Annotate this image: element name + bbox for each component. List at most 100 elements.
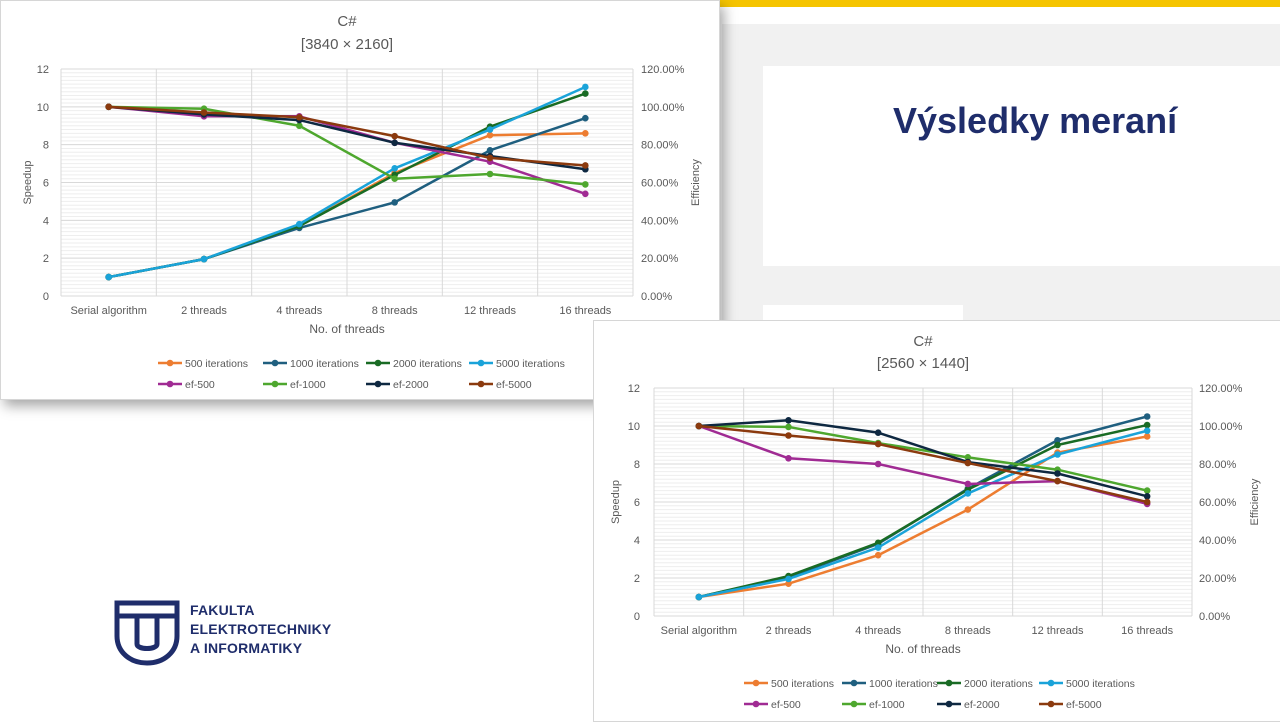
legend-label: 5000 iterations <box>496 358 565 370</box>
chart-svg: C#[3840 × 2160]0246810120.00%20.00%40.00… <box>22 13 702 391</box>
data-point <box>964 459 972 467</box>
y-tick-label: 6 <box>634 497 640 509</box>
data-point <box>391 175 398 183</box>
legend-marker <box>374 359 382 367</box>
legend-marker <box>1047 700 1055 708</box>
chart-title: C# <box>337 13 357 30</box>
legend-label: ef-5000 <box>1066 699 1102 711</box>
data-point <box>582 190 589 198</box>
legend-label: ef-2000 <box>393 379 429 391</box>
data-point <box>296 122 303 130</box>
accent-bar <box>720 0 1280 7</box>
data-point <box>582 162 589 169</box>
y-tick-label: 12 <box>628 383 640 395</box>
data-point <box>1143 421 1151 429</box>
y2-tick-label: 40.00% <box>1199 535 1237 547</box>
series-line <box>108 105 586 167</box>
y-tick-label: 10 <box>628 421 640 433</box>
legend-marker <box>374 380 382 388</box>
x-tick-label: 4 threads <box>276 305 322 317</box>
y2-tick-label: 100.00% <box>641 102 685 114</box>
y2-tick-label: 20.00% <box>1199 573 1237 585</box>
faculty-name: FAKULTA ELEKTROTECHNIKY A INFORMATIKY <box>190 601 331 658</box>
legend-label: 5000 iterations <box>1066 678 1135 690</box>
data-point <box>964 480 972 488</box>
legend-label: 500 iterations <box>185 358 248 370</box>
legend-marker <box>850 700 858 708</box>
y2-tick-label: 60.00% <box>641 178 679 190</box>
y2-axis-label: Efficiency <box>1249 478 1261 525</box>
data-point <box>874 539 882 547</box>
y2-tick-label: 120.00% <box>1199 383 1243 395</box>
data-point <box>874 440 882 448</box>
y-tick-label: 4 <box>634 535 640 547</box>
data-point <box>105 103 112 111</box>
y-tick-label: 6 <box>43 178 49 190</box>
y2-tick-label: 40.00% <box>641 215 679 227</box>
legend-label: ef-1000 <box>290 379 326 391</box>
series-line <box>698 429 1148 599</box>
x-axis-label: No. of threads <box>309 322 384 336</box>
y2-tick-label: 0.00% <box>1199 611 1230 623</box>
y-tick-label: 10 <box>37 102 49 114</box>
legend-marker <box>477 380 485 388</box>
data-point <box>391 132 398 140</box>
series-line <box>108 105 586 186</box>
chart-subtitle: [3840 × 2160] <box>301 36 393 53</box>
series-line <box>108 105 586 196</box>
y-tick-label: 0 <box>634 611 640 623</box>
series-line <box>698 424 1148 492</box>
y-tick-label: 12 <box>37 64 49 76</box>
x-tick-label: 8 threads <box>372 305 418 317</box>
faculty-logo-icon <box>114 600 180 666</box>
data-point <box>486 170 494 178</box>
data-point <box>486 154 494 162</box>
legend-label: ef-5000 <box>496 379 532 391</box>
data-point <box>391 199 398 206</box>
data-point <box>964 454 972 461</box>
faculty-name-line: ELEKTROTECHNIKY <box>190 621 332 637</box>
legend-label: ef-2000 <box>964 699 1000 711</box>
data-point <box>486 126 494 133</box>
slide-title: Výsledky meraní <box>893 100 1178 141</box>
legend-marker <box>477 359 485 367</box>
data-point <box>874 551 882 559</box>
y2-tick-label: 120.00% <box>641 64 685 76</box>
chart-title: C# <box>913 333 933 350</box>
data-point <box>582 114 589 122</box>
data-point <box>964 506 972 513</box>
x-tick-label: 2 threads <box>766 625 812 637</box>
data-point <box>1143 498 1151 506</box>
data-point <box>964 490 972 497</box>
data-point <box>1143 487 1151 494</box>
title-panel <box>763 66 1280 266</box>
y-tick-label: 4 <box>43 215 49 227</box>
chart-2560x1440[interactable]: C# [2560 × 1440] 0 2 4 6 8 10 12 0.00% 20.00% 40.00… <box>593 320 1280 722</box>
faculty-name-line: A INFORMATIKY <box>190 640 303 656</box>
legend-label: 2000 iterations <box>964 678 1033 690</box>
data-point <box>582 90 589 97</box>
y2-tick-label: 0.00% <box>641 291 672 303</box>
y2-tick-label: 80.00% <box>1199 459 1237 471</box>
legend-label: ef-1000 <box>869 699 905 711</box>
data-point <box>582 130 589 137</box>
data-point <box>785 580 792 587</box>
data-point <box>296 220 303 228</box>
y2-tick-label: 60.00% <box>1199 497 1237 509</box>
y2-axis-label: Efficiency <box>690 159 702 206</box>
x-tick-label: 4 threads <box>855 625 901 637</box>
data-point <box>200 255 208 263</box>
data-point <box>695 593 703 601</box>
data-point <box>785 423 792 431</box>
data-point <box>200 109 208 116</box>
legend-marker <box>945 679 953 687</box>
y2-tick-label: 80.00% <box>641 140 679 152</box>
data-point <box>874 544 882 551</box>
faculty-name-line: FAKULTA <box>190 602 255 618</box>
y-tick-label: 8 <box>43 140 49 152</box>
data-point <box>1143 427 1151 435</box>
data-point <box>296 113 303 121</box>
legend-label: ef-500 <box>771 699 801 711</box>
data-point <box>582 83 589 91</box>
data-point <box>1143 433 1151 440</box>
